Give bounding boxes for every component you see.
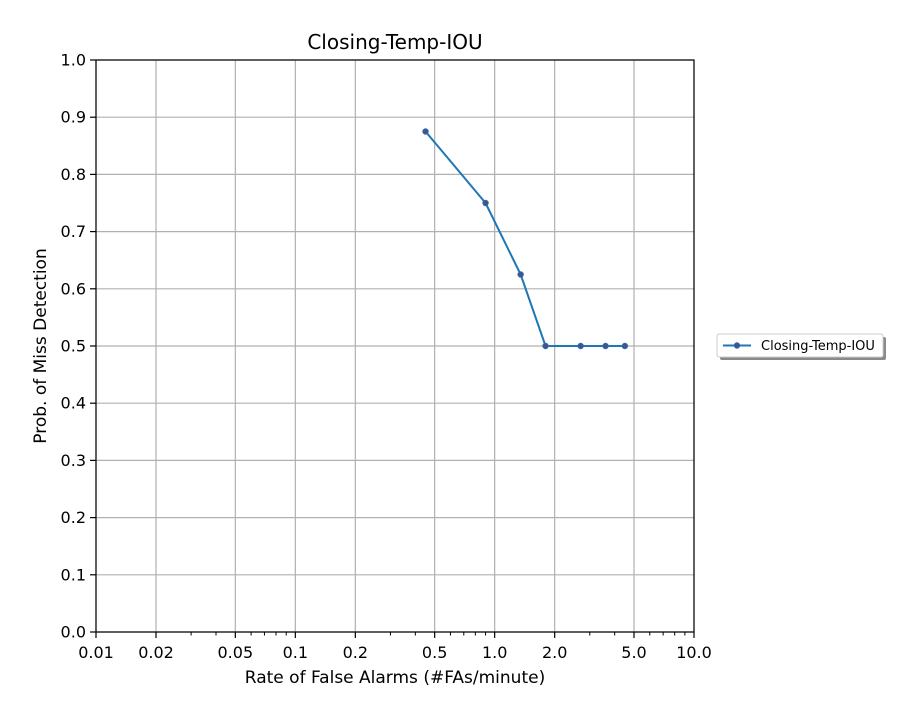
series-layer bbox=[422, 128, 629, 350]
y-tick-label: 0.5 bbox=[61, 337, 86, 356]
series-line bbox=[424, 130, 625, 347]
x-tick-label: 0.2 bbox=[343, 643, 368, 662]
x-tick-label: 0.5 bbox=[422, 643, 447, 662]
x-tick-label: 1.0 bbox=[482, 643, 507, 662]
y-tick-label: 0.0 bbox=[61, 623, 86, 642]
data-point bbox=[517, 271, 524, 278]
data-point bbox=[422, 128, 429, 135]
ticks: 0.01 0.02 0.05 0.1 0.2 0.5 1.0 2.0 5.0 10.0 0.0 0.1… bbox=[61, 51, 712, 663]
x-tick-label: 10.0 bbox=[676, 643, 712, 662]
y-axis-title: Prob. of Miss Detection bbox=[31, 248, 51, 443]
data-point bbox=[542, 342, 549, 350]
data-point bbox=[577, 342, 584, 350]
legend-box bbox=[716, 333, 884, 358]
legend-swatch-marker bbox=[733, 342, 741, 349]
legend-entry-label: Closing-Temp-IOU bbox=[761, 339, 875, 354]
y-tick-label: 0.7 bbox=[61, 222, 86, 241]
y-tick-label: 0.8 bbox=[61, 165, 86, 184]
x-tick-label: 0.05 bbox=[218, 643, 254, 662]
y-tick-label: 0.6 bbox=[61, 279, 86, 298]
y-tick-label: 0.9 bbox=[61, 108, 86, 127]
data-point bbox=[621, 342, 629, 350]
y-tick-label: 0.3 bbox=[61, 451, 86, 470]
x-tick-label: 0.01 bbox=[78, 643, 114, 662]
legend: Closing-Temp-IOU bbox=[716, 333, 886, 360]
data-point bbox=[602, 342, 609, 350]
x-tick-label: 0.1 bbox=[283, 643, 308, 662]
y-tick-label: 0.1 bbox=[61, 565, 86, 584]
y-tick-label: 0.4 bbox=[61, 394, 86, 413]
x-tick-label: 2.0 bbox=[542, 643, 567, 662]
x-axis-title: Rate of False Alarms (#FAs/minute) bbox=[245, 668, 545, 688]
x-tick-label: 0.02 bbox=[138, 643, 174, 662]
x-tick-label: 5.0 bbox=[621, 643, 646, 662]
y-tick-label: 0.2 bbox=[61, 508, 86, 527]
y-tick-label: 1.0 bbox=[61, 51, 86, 70]
chart-title: Closing-Temp-IOU bbox=[307, 30, 482, 54]
data-point bbox=[482, 199, 489, 207]
